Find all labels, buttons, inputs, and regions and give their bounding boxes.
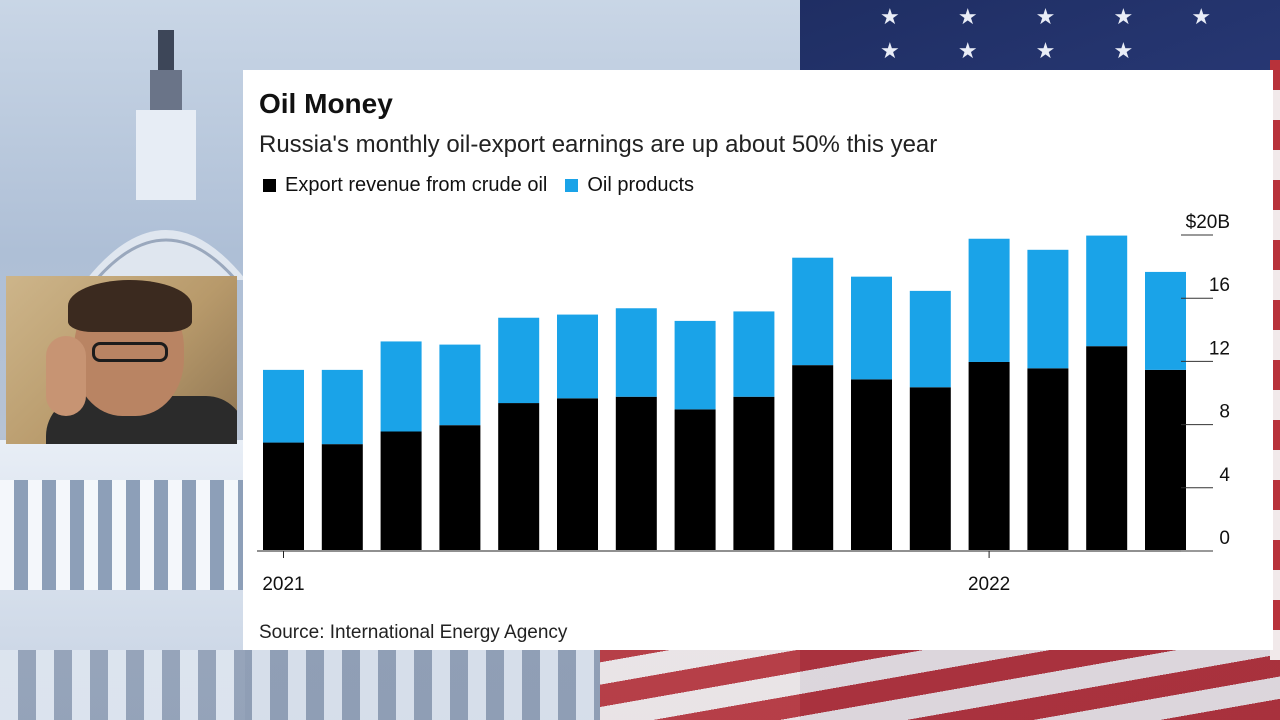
bar-crude-14 — [1086, 346, 1128, 550]
capitol-columns — [0, 480, 245, 590]
capitol-dome — [86, 30, 246, 280]
bar-crude-3 — [439, 425, 481, 550]
bar-crude-0 — [263, 442, 304, 550]
bar-products-13 — [1027, 249, 1069, 369]
flag-stripes — [600, 640, 1280, 720]
y-tick-label: 8 — [1219, 402, 1230, 423]
chart-legend: Export revenue from crude oil Oil produc… — [263, 174, 712, 197]
chart-subtitle: Russia's monthly oil-export earnings are… — [259, 131, 938, 158]
chart-source: Source: International Energy Agency — [259, 622, 568, 643]
person-hand — [46, 336, 86, 416]
flag-stars: ★ ★ ★ ★ ★ ★ ★ ★ ★ — [880, 4, 1238, 63]
bar-products-2 — [380, 341, 422, 432]
bar-crude-1 — [321, 444, 363, 550]
y-tick-label: 16 — [1209, 275, 1230, 296]
bar-products-5 — [557, 314, 598, 399]
bar-crude-2 — [380, 431, 422, 550]
chart-title: Oil Money — [259, 88, 393, 119]
legend-label-products: Oil products — [587, 174, 695, 196]
y-tick-label: $20B — [1186, 212, 1230, 233]
bar-crude-4 — [498, 403, 540, 550]
capitol-base — [0, 650, 600, 720]
x-tick-label: 2021 — [262, 574, 304, 595]
bar-products-9 — [792, 257, 834, 366]
flag-stripes-right — [1270, 60, 1280, 660]
chart-plot: 0 4 8 12 16 $20B 2021 2022 — [257, 212, 1230, 595]
bar-products-10 — [851, 276, 892, 380]
bar-products-14 — [1086, 235, 1128, 347]
legend-swatch-crude — [263, 179, 276, 192]
bar-crude-10 — [851, 379, 892, 550]
bar-crude-8 — [733, 396, 775, 550]
bar-crude-11 — [909, 387, 951, 550]
x-tick-label: 2022 — [968, 574, 1010, 595]
legend-item-crude: Export revenue from crude oil — [263, 174, 547, 197]
bar-crude-12 — [968, 361, 1010, 550]
bar-products-4 — [498, 317, 540, 404]
bar-crude-7 — [674, 409, 716, 550]
legend-label-crude: Export revenue from crude oil — [285, 174, 548, 196]
bar-products-0 — [263, 369, 304, 443]
webcam-overlay — [6, 276, 237, 444]
person-hair — [68, 280, 192, 332]
bar-products-8 — [733, 311, 775, 397]
bar-crude-15 — [1145, 369, 1186, 550]
glasses — [92, 342, 168, 362]
chart-card: Oil Money Russia's monthly oil-export ea… — [243, 70, 1273, 650]
bar-products-6 — [615, 308, 657, 397]
bar-products-12 — [968, 238, 1010, 362]
bar-products-15 — [1145, 271, 1186, 370]
bar-products-11 — [909, 290, 951, 388]
legend-swatch-products — [565, 179, 579, 192]
y-tick-label: 4 — [1219, 465, 1230, 486]
bar-crude-5 — [557, 398, 598, 550]
legend-item-products: Oil products — [565, 174, 694, 197]
bar-products-3 — [439, 344, 481, 426]
y-tick-label: 0 — [1219, 528, 1230, 549]
bar-products-1 — [321, 369, 363, 445]
bar-crude-13 — [1027, 368, 1069, 550]
y-tick-label: 12 — [1209, 338, 1230, 359]
bar-products-7 — [674, 320, 716, 410]
bar-crude-9 — [792, 365, 834, 550]
bar-crude-6 — [615, 396, 657, 550]
